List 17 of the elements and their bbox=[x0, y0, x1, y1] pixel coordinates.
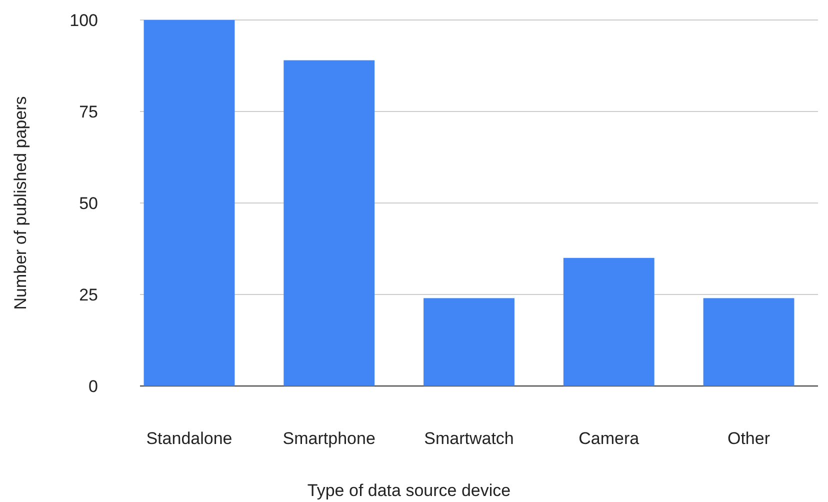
y-tick-label: 100 bbox=[70, 10, 98, 30]
bar bbox=[563, 258, 654, 386]
y-tick-label: 75 bbox=[79, 102, 98, 122]
x-tick-label: Standalone bbox=[146, 429, 232, 448]
bar bbox=[703, 298, 794, 386]
x-tick-label: Smartphone bbox=[282, 429, 376, 448]
y-tick-label: 50 bbox=[79, 194, 98, 213]
y-tick-label: 0 bbox=[88, 376, 98, 396]
x-tick-label: Camera bbox=[578, 429, 640, 448]
bar bbox=[144, 20, 235, 386]
bar bbox=[284, 60, 375, 386]
y-tick-label: 25 bbox=[79, 285, 98, 304]
x-tick-label: Other bbox=[727, 429, 770, 448]
x-tick-label: Smartwatch bbox=[424, 429, 514, 448]
x-axis-title: Type of data source device bbox=[307, 481, 511, 500]
bar bbox=[424, 298, 514, 386]
y-axis-title: Number of published papers bbox=[11, 96, 30, 310]
